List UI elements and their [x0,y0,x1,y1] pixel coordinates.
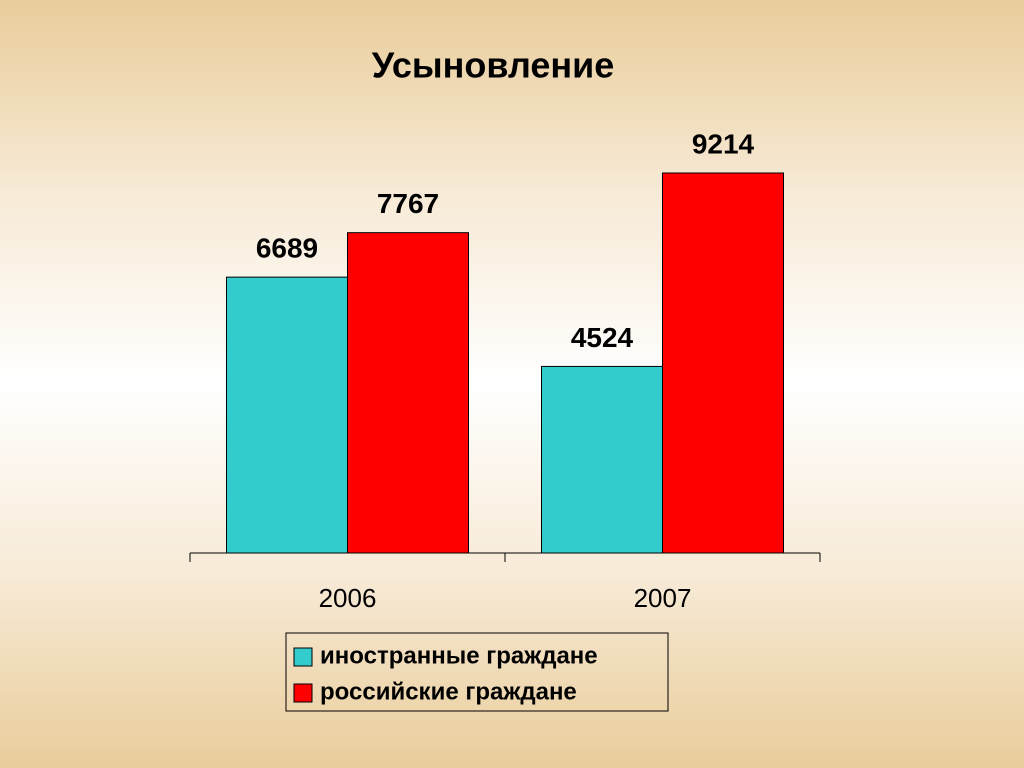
value-label: 6689 [256,233,318,264]
value-label: 4524 [571,322,634,353]
legend-swatch [293,647,313,667]
legend-box [285,632,669,712]
bar [662,172,784,554]
value-label: 9214 [692,128,755,159]
x-tick-label: 2006 [319,583,377,613]
legend-label: российские граждане [320,678,577,705]
chart-title: Усыновление [372,45,615,86]
bar [226,276,348,554]
value-label: 7767 [377,188,439,219]
x-tick-label: 2007 [634,583,692,613]
bar [541,365,663,554]
bar [347,232,469,554]
legend-swatch [293,683,313,703]
legend-label: иностранные граждане [320,642,598,669]
